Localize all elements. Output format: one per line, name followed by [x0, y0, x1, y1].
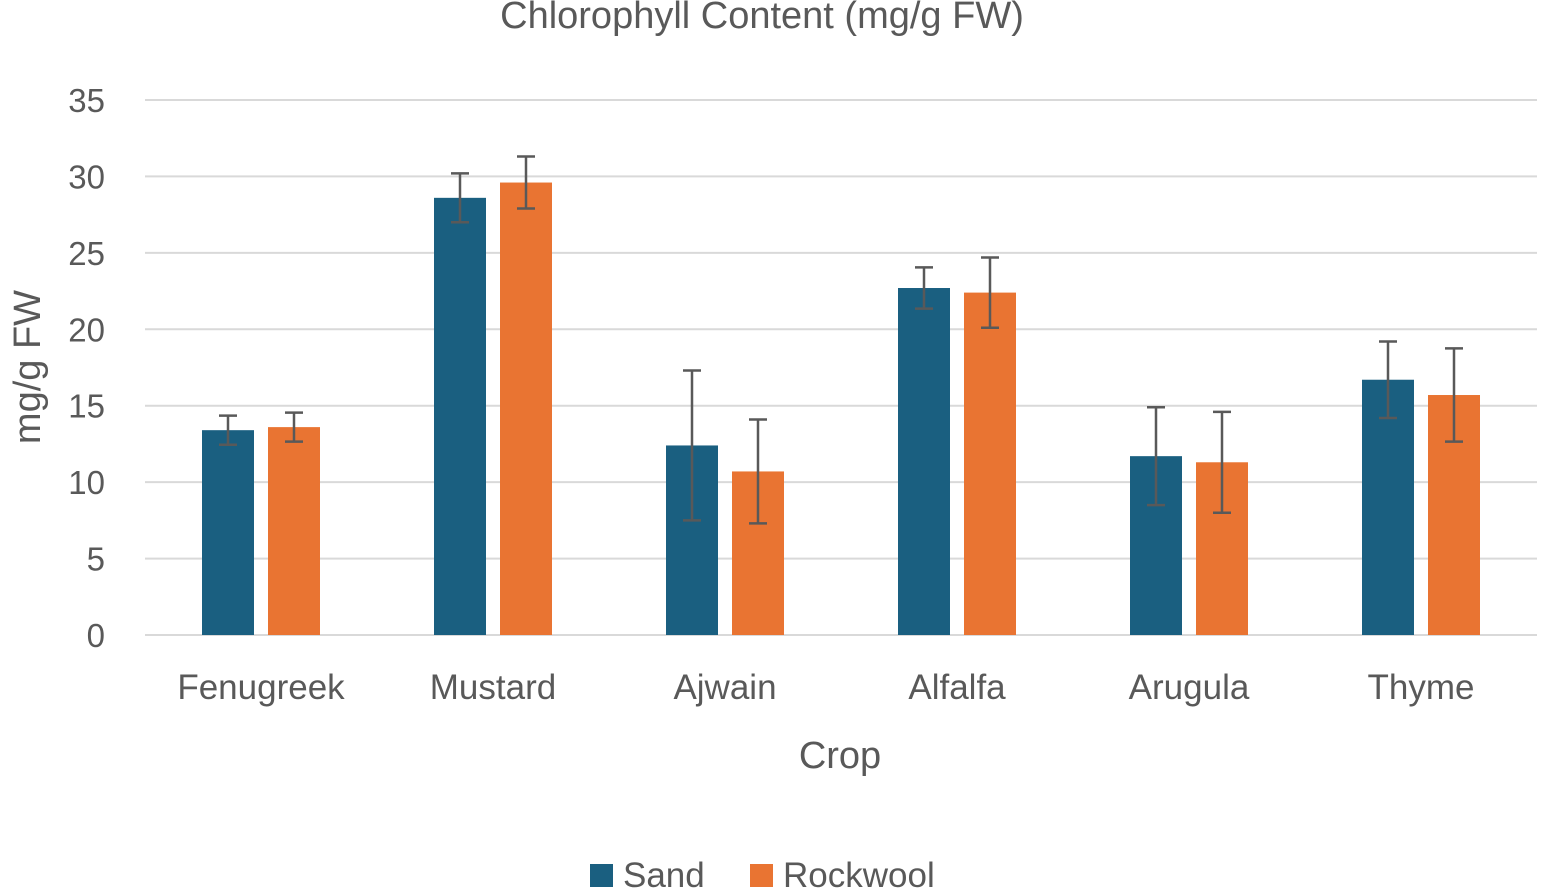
bar — [434, 197, 486, 636]
y-tick-label: 15 — [68, 388, 105, 425]
x-axis-categories: Fenugreek Mustard Ajwain Alfalfa Arugula Thym… — [177, 668, 1474, 707]
bar — [268, 427, 320, 635]
y-tick-label: 20 — [68, 311, 105, 348]
bar — [1362, 379, 1414, 635]
y-tick-label: 35 — [68, 82, 105, 119]
legend-label: Sand — [623, 856, 705, 895]
x-tick-label: Thyme — [1368, 668, 1475, 707]
legend: Sand Rockwool — [590, 856, 935, 895]
x-tick-label: Mustard — [430, 668, 556, 707]
bar — [964, 292, 1016, 635]
gridlines — [145, 99, 1537, 636]
legend-swatch — [750, 864, 773, 887]
y-tick-label: 5 — [87, 541, 105, 578]
bar — [202, 430, 254, 635]
bar — [898, 288, 950, 635]
y-tick-label: 25 — [68, 235, 105, 272]
y-axis-title: mg/g FW — [7, 290, 49, 444]
x-tick-label: Fenugreek — [177, 668, 345, 707]
chart-title: Chlorophyll Content (mg/g FW) — [500, 0, 1024, 37]
y-tick-label: 30 — [68, 158, 105, 195]
x-tick-label: Alfalfa — [908, 668, 1006, 707]
x-tick-label: Ajwain — [673, 668, 776, 707]
bar — [500, 182, 552, 636]
y-tick-label: 0 — [87, 617, 105, 654]
y-tick-label: 10 — [68, 464, 105, 501]
error-bars — [219, 155, 1463, 525]
bars — [202, 182, 1480, 636]
y-axis-ticks: 0 5 10 15 20 25 30 35 — [68, 82, 105, 654]
x-tick-label: Arugula — [1129, 668, 1250, 707]
legend-swatch — [590, 864, 613, 887]
x-axis-title: Crop — [799, 735, 881, 777]
legend-label: Rockwool — [783, 856, 935, 895]
